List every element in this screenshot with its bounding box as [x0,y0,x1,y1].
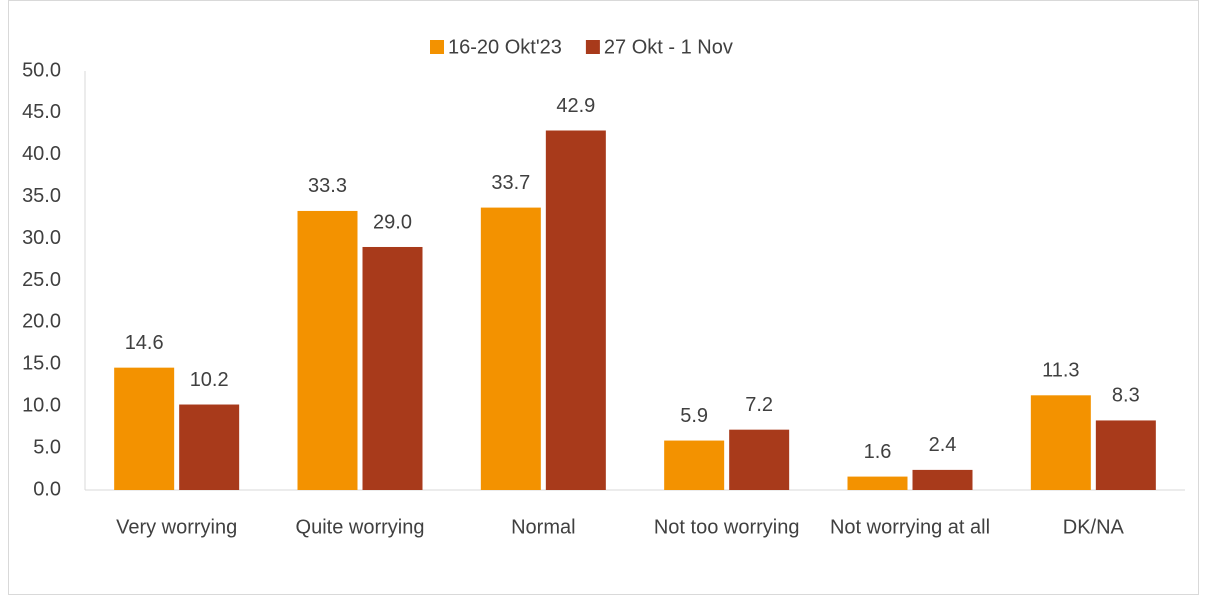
bar [847,476,908,490]
y-tick-label: 25.0 [22,269,61,291]
data-label: 42.9 [556,95,595,117]
data-label: 29.0 [373,211,412,233]
data-label: 10.2 [190,369,229,391]
bar [545,130,606,491]
bar [912,469,973,490]
bar [1095,420,1156,490]
bar [729,429,790,490]
y-tick-label: 20.0 [22,311,61,333]
data-label: 1.6 [864,441,892,463]
legend-swatch [430,40,444,54]
legend-label: 16-20 Okt'23 [448,36,562,58]
data-label: 7.2 [745,394,773,416]
y-tick-label: 30.0 [22,227,61,249]
bar [362,246,423,490]
legend-label: 27 Okt - 1 Nov [604,36,733,58]
bar [664,440,725,490]
bar [1030,395,1091,490]
bar [297,210,358,491]
data-label: 8.3 [1112,385,1140,407]
data-label: 11.3 [1042,360,1079,382]
x-tick-label: Very worrying [116,516,237,538]
y-tick-label: 35.0 [22,185,61,207]
x-tick-label: Not too worrying [654,516,800,538]
x-tick-label: DK/NA [1063,516,1125,538]
legend-swatch [585,40,600,54]
bar [114,367,175,490]
y-tick-label: 15.0 [22,353,61,375]
y-tick-label: 5.0 [33,436,61,458]
bar [480,207,541,490]
chart-frame [8,0,1199,595]
data-label: 33.3 [308,175,347,197]
x-tick-label: Quite worrying [296,516,425,538]
x-tick-label: Not worrying at all [830,516,990,538]
data-label: 14.6 [125,332,164,354]
y-tick-label: 45.0 [22,101,61,123]
data-label: 33.7 [491,172,530,194]
y-tick-label: 0.0 [33,478,61,500]
bar [179,404,240,490]
y-tick-label: 10.0 [22,394,61,416]
x-tick-label: Normal [511,516,575,538]
data-label: 2.4 [929,434,957,456]
y-tick-label: 40.0 [22,143,61,165]
data-label: 5.9 [680,405,708,427]
y-tick-label: 50.0 [22,59,61,81]
